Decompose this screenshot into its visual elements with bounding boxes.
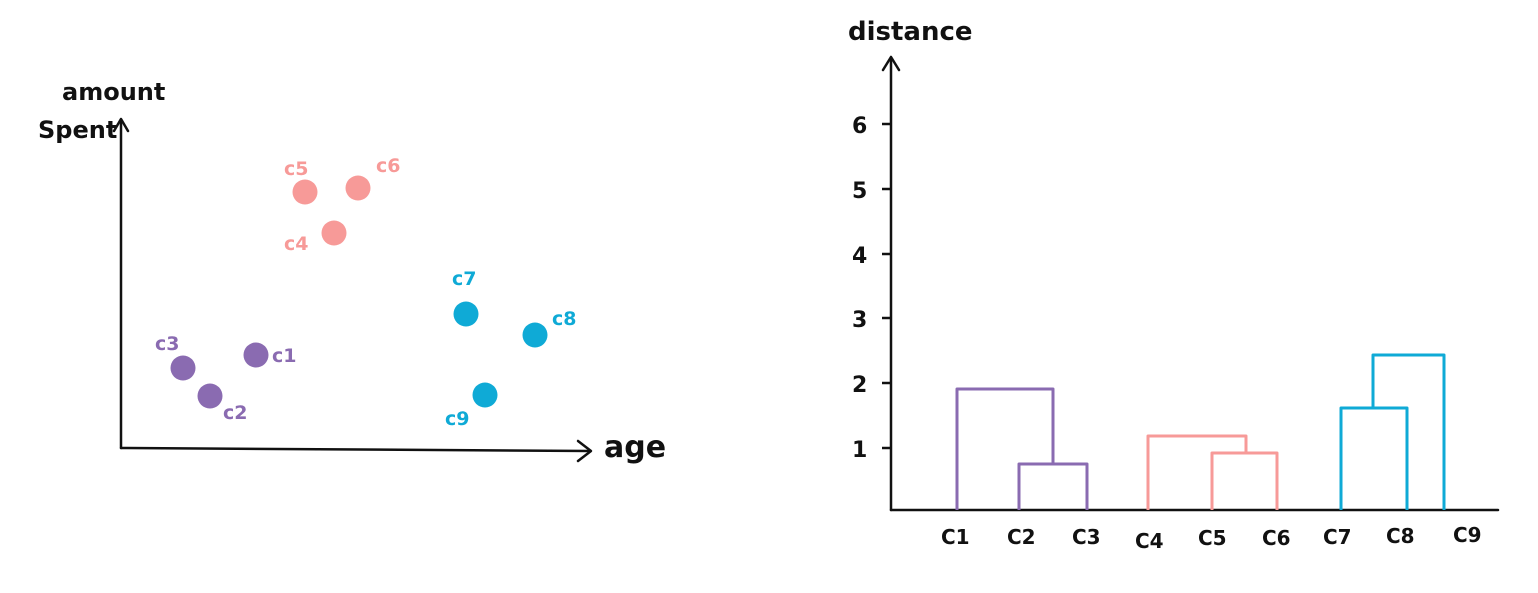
scatter-x-axis	[119, 446, 592, 453]
scatter-point-label: c7	[452, 268, 476, 290]
scatter-point	[321, 220, 347, 246]
y-tick-label: 1	[852, 438, 867, 463]
scatter-x-axis-label: age	[604, 430, 666, 465]
y-tick-label: 4	[852, 244, 867, 269]
merge-link-c2-c3	[1017, 462, 1089, 510]
scatter-point-label: c8	[552, 308, 576, 330]
dendrogram-y-ticks: 1 2 3 4 5 6	[852, 114, 891, 463]
merge-link-c1-c2c3	[955, 387, 1055, 510]
leaf-label: C3	[1072, 525, 1101, 549]
y-tick-label: 6	[852, 114, 867, 139]
scatter-y-axis-label-top: amount	[62, 78, 165, 106]
dendrogram: distance 1 2 3 4 5 6 C1 C2 C3 C4 C5 C6 C…	[848, 17, 1500, 553]
scatter-x-arrowhead	[576, 439, 593, 463]
leaf-label: C2	[1007, 525, 1036, 549]
scatter-point	[522, 322, 548, 348]
scatter-point-label: c6	[376, 155, 400, 177]
dendrogram-y-axis-label: distance	[848, 17, 973, 47]
scatter-point	[472, 382, 498, 408]
y-tick-label: 5	[852, 179, 867, 204]
merge-link-c7c8-c9	[1371, 353, 1446, 510]
scatter-point-label: c9	[445, 408, 469, 430]
merge-link-c4-c5c6	[1146, 434, 1248, 510]
scatter-point-label: c1	[272, 345, 296, 367]
scatter-point	[345, 175, 371, 201]
leaf-label: C6	[1262, 526, 1291, 550]
scatter-point-label: c3	[155, 333, 179, 355]
scatter-y-arrowhead	[112, 117, 130, 133]
scatter-point	[170, 355, 196, 381]
leaf-label: C4	[1135, 529, 1164, 553]
leaf-label: C7	[1323, 525, 1352, 549]
merge-link-c7-c8	[1339, 406, 1409, 510]
leaf-label: C8	[1386, 524, 1415, 548]
scatter-point-label: c5	[284, 158, 308, 180]
y-tick-label: 2	[852, 373, 867, 398]
leaf-label: C5	[1198, 526, 1227, 550]
y-tick-label: 3	[852, 308, 867, 333]
dendrogram-y-arrowhead	[881, 55, 901, 72]
merge-link-c5-c6	[1210, 451, 1279, 510]
scatter-point	[292, 179, 318, 205]
scatter-point-label: c2	[223, 402, 247, 424]
scatter-plot: amount Spent age c3 c2 c1 c5 c6 c4 c7 c8…	[38, 78, 666, 465]
scatter-y-axis-label-bottom: Spent	[38, 116, 117, 144]
scatter-point-label: c4	[284, 233, 308, 255]
scatter-point	[197, 383, 223, 409]
leaf-label: C1	[941, 525, 970, 549]
scatter-point	[453, 301, 479, 327]
leaf-label: C9	[1453, 523, 1482, 547]
scatter-point	[243, 342, 269, 368]
